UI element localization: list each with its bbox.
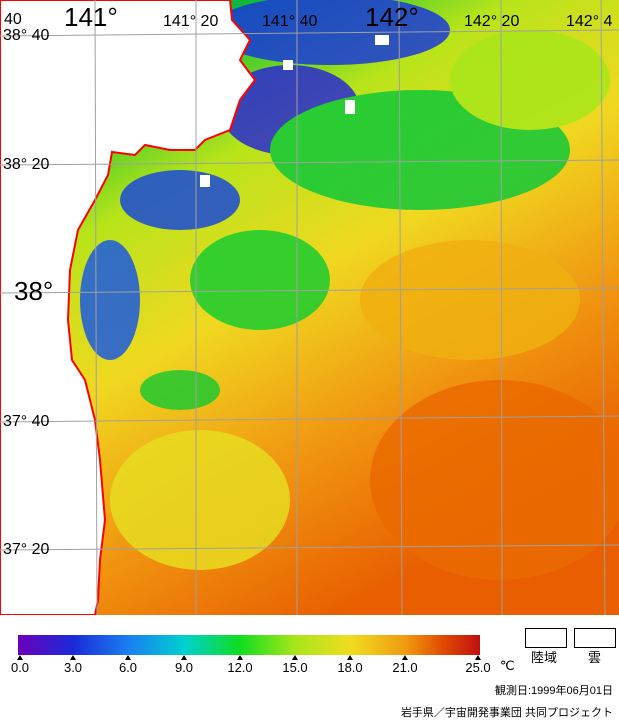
tick-mark [17,655,23,660]
tick-mark [402,655,408,660]
tick-mark [70,655,76,660]
colorbar-tick-label: 12.0 [227,660,253,675]
corner-label: 40 [4,11,22,28]
lon-label: 142° 4 [566,13,613,30]
colorbar-tick-label: 21.0 [392,660,418,675]
tick-mark [347,655,353,660]
cloud-legend-label: 雲 [588,650,602,665]
tick-mark [292,655,298,660]
land-swatch [525,628,567,648]
graticule [0,0,619,615]
lon-label: 141° 20 [163,13,219,30]
colorbar-tick-label: 18.0 [337,660,363,675]
cloud-patch [283,60,293,70]
lon-label: 142° 20 [464,13,520,30]
lon-label: 141° [64,2,118,32]
land-area [0,0,257,615]
cloud-swatch [574,628,616,648]
land-legend-label: 陸域 [531,650,558,665]
credit-text: 岩手県／宇宙開発事業団 共同プロジェクト [400,707,613,719]
colorbar-tick-label: 0.0 [10,660,30,675]
lat-label: 37° 20 [3,541,50,558]
tick-mark [181,655,187,660]
temperature-colorbar [18,635,480,655]
colorbar-tick-label: 9.0 [174,660,194,675]
lat-label: 38° 40 [3,27,50,44]
tick-mark [237,655,243,660]
temperature-patches [80,0,619,580]
lat-label: 38° [14,276,54,306]
cloud-patch [375,35,389,45]
lat-label: 37° 40 [3,413,50,430]
tick-mark [125,655,131,660]
lon-label: 141° 40 [262,13,318,30]
lon-label: 142° [365,2,419,32]
colorbar-unit: ℃ [500,658,515,673]
cloud-patch [200,175,210,187]
colorbar-tick-label: 15.0 [282,660,308,675]
colorbar-tick-label: 25.0 [465,660,491,675]
observation-date: 観測日:1999年06月01日 [495,685,613,697]
tick-mark [475,655,481,660]
lat-label: 38° 20 [3,156,50,173]
sea-surface-temperature-map [0,0,619,615]
colorbar-tick-label: 3.0 [63,660,83,675]
colorbar-tick-label: 6.0 [118,660,138,675]
cloud-patch [345,100,355,114]
